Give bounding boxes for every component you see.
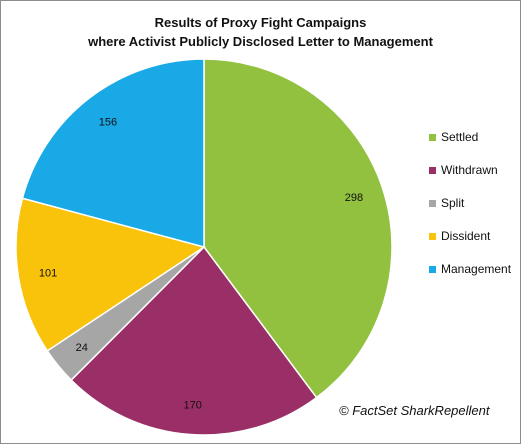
legend-item-dissident: Dissident: [429, 228, 511, 244]
legend-swatch-management: [429, 265, 436, 273]
data-label-dissident: 101: [39, 267, 57, 279]
pie-slice-withdrawn: [70, 245, 318, 436]
data-label-settled: 298: [345, 192, 363, 204]
source-credit: © FactSet SharkRepellent: [339, 403, 490, 418]
chart-title-line-2: where Activist Publicly Disclosed Letter…: [88, 34, 433, 49]
legend-swatch-split: [429, 199, 436, 207]
legend-label-split: Split: [441, 196, 465, 210]
chart-title-line-1: Results of Proxy Fight Campaigns: [154, 15, 367, 30]
legend-label-withdrawn: Withdrawn: [441, 163, 498, 177]
data-label-management: 156: [99, 117, 117, 129]
legend-swatch-dissident: [429, 232, 436, 240]
pie-slice-management: [21, 58, 205, 248]
legend-swatch-settled: [429, 133, 436, 141]
pie-slice-settled: [203, 58, 393, 399]
legend-label-settled: Settled: [441, 130, 479, 144]
chart-title: Results of Proxy Fight Campaigns where A…: [1, 13, 520, 51]
legend-label-management: Management: [441, 262, 512, 276]
chart-legend: Settled Withdrawn Split Dissident Manage…: [429, 129, 511, 294]
pie-slice-dissident: [15, 197, 206, 352]
data-label-withdrawn: 170: [184, 400, 202, 412]
legend-item-split: Split: [429, 195, 511, 211]
legend-item-management: Management: [429, 261, 511, 277]
legend-swatch-withdrawn: [429, 166, 436, 174]
legend-item-settled: Settled: [429, 129, 511, 145]
legend-label-dissident: Dissident: [441, 229, 491, 243]
data-label-split: 24: [76, 342, 88, 354]
legend-item-withdrawn: Withdrawn: [429, 162, 511, 178]
